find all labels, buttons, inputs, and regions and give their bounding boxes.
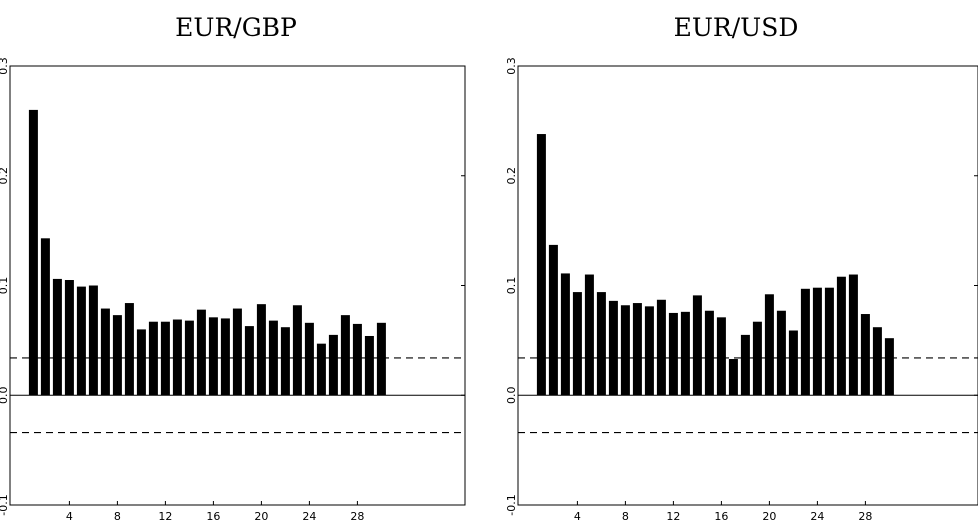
y-tick-label: 0.0 <box>505 387 518 405</box>
chart-title: EUR/USD <box>674 13 799 42</box>
x-tick-label: 12 <box>666 510 680 523</box>
bar-lag-5 <box>76 286 86 396</box>
bar-lag-23 <box>800 288 810 396</box>
bar-lag-6 <box>596 292 606 396</box>
x-tick-label: 16 <box>206 510 220 523</box>
x-tick-label: 12 <box>158 510 172 523</box>
y-tick-label: 0.2 <box>0 167 10 185</box>
x-tick-label: 28 <box>350 510 364 523</box>
bar-lag-15 <box>704 310 714 396</box>
bar-lag-11 <box>148 321 158 396</box>
bar-lag-22 <box>280 327 290 396</box>
chart-panel-eur-gbp: EUR/GBP 4 8 12 16 20 24 28 -0.1 0.0 0.1 0.2 0.3 <box>0 13 466 523</box>
x-tick-label: 28 <box>858 510 872 523</box>
y-tick-label: -0.1 <box>0 494 10 515</box>
bar-lag-2 <box>40 238 50 396</box>
bar-lag-7 <box>608 300 618 396</box>
bar-lag-10 <box>136 329 146 396</box>
bar-lag-26 <box>836 276 846 396</box>
x-tick-label: 8 <box>622 510 629 523</box>
bar-lag-17 <box>728 359 738 396</box>
bar-lag-1 <box>28 109 38 396</box>
bar-lag-12 <box>160 321 170 396</box>
bar-lag-30 <box>376 322 386 396</box>
bar-lag-16 <box>716 317 726 396</box>
bar-lag-13 <box>680 311 690 396</box>
plot-frame <box>517 65 978 506</box>
bar-lag-22 <box>788 330 798 396</box>
bar-lag-4 <box>572 292 582 396</box>
bar-lag-20 <box>256 304 266 396</box>
bar-lag-29 <box>364 335 374 396</box>
chart-panel-eur-usd: EUR/USD 4 8 12 16 20 24 28 -0.1 0.0 0.1 0.2 0.3 <box>505 13 978 523</box>
bar-lag-15 <box>196 309 206 396</box>
bar-lag-18 <box>740 334 750 396</box>
bar-lag-17 <box>220 318 230 396</box>
bar-lag-3 <box>52 278 62 396</box>
bar-lag-2 <box>548 244 558 396</box>
bar-lag-9 <box>124 303 134 396</box>
bar-lag-16 <box>208 317 218 396</box>
bar-lag-13 <box>172 319 182 396</box>
bar-lag-26 <box>328 334 338 396</box>
bar-lag-1 <box>536 134 546 396</box>
x-tick-label: 20 <box>254 510 268 523</box>
y-tick-label: 0.1 <box>0 277 10 295</box>
x-tick-label: 4 <box>66 510 73 523</box>
bar-lag-11 <box>656 299 666 396</box>
bar-lag-18 <box>232 308 242 396</box>
bar-lag-8 <box>620 305 630 396</box>
bar-lag-23 <box>292 305 302 396</box>
bar-lag-4 <box>64 280 74 396</box>
bar-lag-14 <box>184 320 194 396</box>
bar-lag-12 <box>668 312 678 396</box>
bar-lag-21 <box>776 310 786 396</box>
bar-lag-19 <box>244 326 254 396</box>
bar-lag-30 <box>884 338 894 396</box>
bar-lag-20 <box>764 294 774 396</box>
x-tick-label: 16 <box>714 510 728 523</box>
bar-lag-24 <box>304 322 314 396</box>
x-tick-label: 20 <box>762 510 776 523</box>
bar-lag-25 <box>316 343 326 396</box>
plot-frame <box>9 65 466 506</box>
bar-lag-3 <box>560 273 570 396</box>
bar-lag-19 <box>752 321 762 396</box>
bar-lag-21 <box>268 320 278 396</box>
bar-lag-8 <box>112 315 122 396</box>
y-tick-label: 0.3 <box>0 57 10 75</box>
y-tick-label: 0.3 <box>505 57 518 75</box>
bar-lag-5 <box>584 274 594 396</box>
bar-lag-14 <box>692 295 702 396</box>
bar-lag-10 <box>644 306 654 396</box>
bar-lag-29 <box>872 327 882 396</box>
y-tick-label: -0.1 <box>505 494 518 515</box>
bar-lag-9 <box>632 303 642 396</box>
x-tick-label: 8 <box>114 510 121 523</box>
x-tick-label: 24 <box>302 510 316 523</box>
bar-lag-6 <box>88 285 98 396</box>
y-tick-label: 0.1 <box>505 277 518 295</box>
bar-lag-27 <box>340 315 350 396</box>
bar-lag-28 <box>860 314 870 396</box>
y-tick-label: 0.0 <box>0 387 10 405</box>
x-tick-label: 4 <box>574 510 581 523</box>
bar-lag-27 <box>848 274 858 396</box>
chart-title: EUR/GBP <box>175 13 297 42</box>
bar-lag-24 <box>812 287 822 396</box>
y-tick-label: 0.2 <box>505 167 518 185</box>
x-tick-label: 24 <box>810 510 824 523</box>
bar-lag-28 <box>352 323 362 396</box>
bar-lag-7 <box>100 308 110 396</box>
bar-lag-25 <box>824 287 834 396</box>
